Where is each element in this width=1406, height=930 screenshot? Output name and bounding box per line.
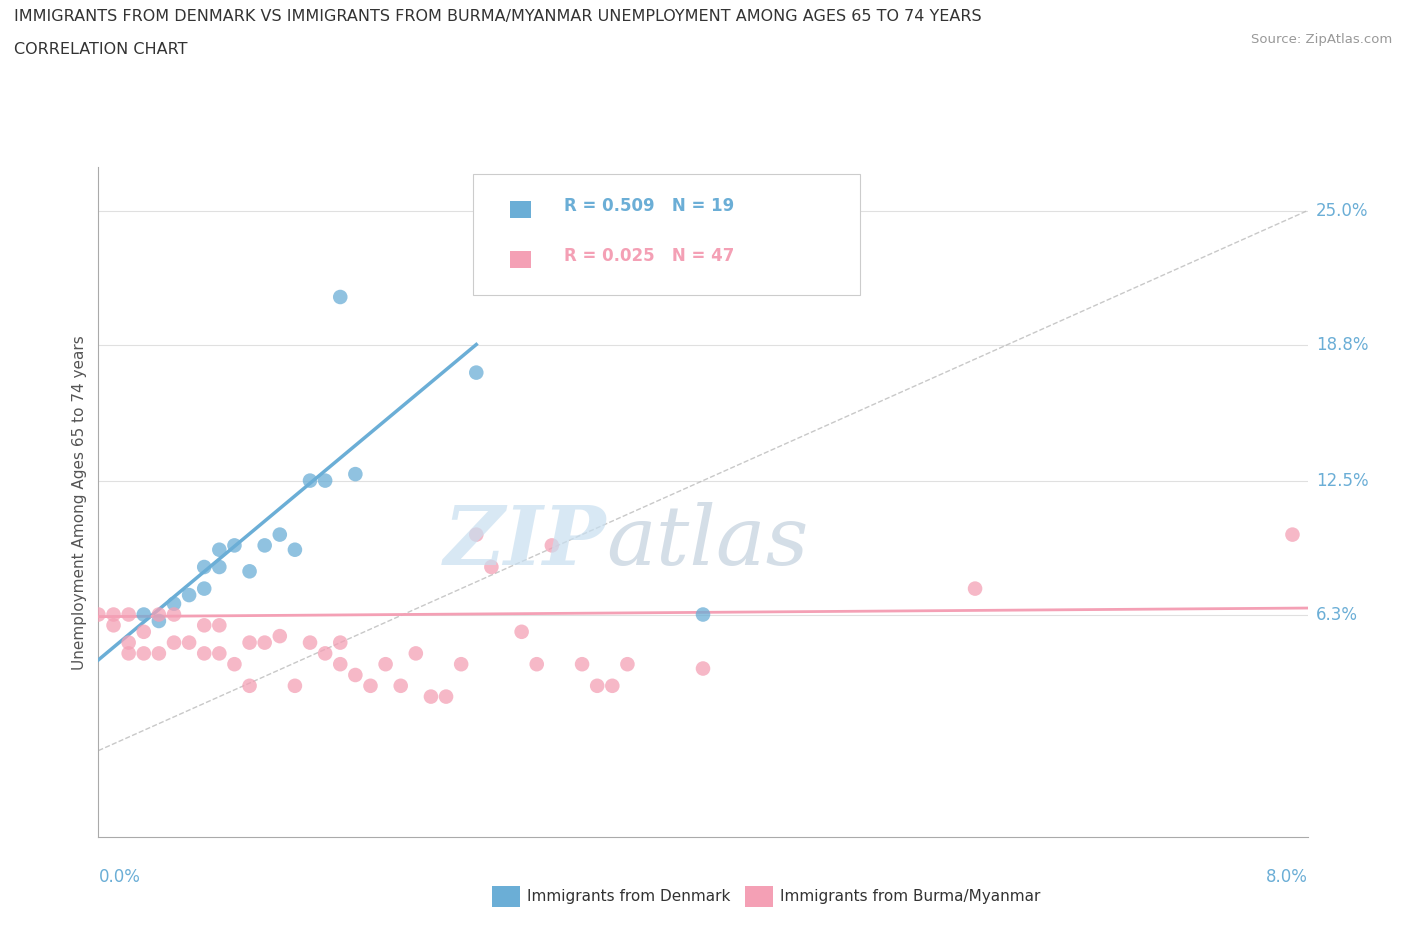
Point (253, 538, 276, 552)
Point (103, 607, 125, 622)
Point (314, 473, 336, 488)
Point (465, 365, 488, 380)
Point (299, 473, 322, 488)
Point (148, 607, 170, 622)
FancyBboxPatch shape (509, 201, 531, 218)
Point (479, 560, 503, 575)
FancyBboxPatch shape (509, 251, 531, 268)
Point (1281, 527, 1303, 542)
Point (344, 467, 367, 482)
FancyBboxPatch shape (474, 174, 860, 295)
Point (465, 527, 488, 542)
Text: R = 0.509   N = 19: R = 0.509 N = 19 (564, 197, 734, 215)
Y-axis label: Unemployment Among Ages 65 to 74 years: Unemployment Among Ages 65 to 74 years (72, 335, 87, 670)
Text: 0.0%: 0.0% (98, 868, 141, 885)
Text: 18.8%: 18.8% (1316, 336, 1368, 353)
Point (359, 678, 381, 693)
Point (616, 657, 638, 671)
Text: Source: ZipAtlas.com: Source: ZipAtlas.com (1251, 33, 1392, 46)
Point (163, 635, 186, 650)
Point (374, 657, 396, 671)
Point (586, 678, 609, 693)
Point (208, 542, 231, 557)
Text: R = 0.025   N = 47: R = 0.025 N = 47 (564, 247, 734, 265)
Text: Immigrants from Denmark: Immigrants from Denmark (527, 889, 731, 904)
Text: 12.5%: 12.5% (1316, 472, 1368, 489)
Text: ZIP: ZIP (444, 502, 606, 582)
Point (179, 588, 201, 603)
Point (179, 635, 201, 650)
Point (224, 657, 246, 671)
Point (208, 618, 231, 632)
Point (329, 657, 352, 671)
Point (284, 678, 307, 693)
Point (208, 560, 231, 575)
Point (224, 538, 246, 552)
Point (132, 607, 155, 622)
Point (329, 289, 352, 304)
Point (239, 678, 262, 693)
Point (118, 635, 141, 650)
Point (132, 624, 155, 639)
Text: Immigrants from Burma/Myanmar: Immigrants from Burma/Myanmar (780, 889, 1040, 904)
Point (239, 635, 262, 650)
Point (419, 689, 441, 704)
Point (269, 629, 291, 644)
Point (163, 607, 186, 622)
Point (692, 661, 714, 676)
Point (87, 607, 110, 622)
Point (526, 657, 548, 671)
Point (132, 646, 155, 661)
Point (434, 689, 457, 704)
Text: atlas: atlas (606, 502, 808, 582)
Point (602, 678, 624, 693)
Point (148, 614, 170, 629)
Text: CORRELATION CHART: CORRELATION CHART (14, 42, 187, 57)
Point (118, 607, 141, 622)
Point (389, 678, 412, 693)
Point (299, 635, 322, 650)
Text: IMMIGRANTS FROM DENMARK VS IMMIGRANTS FROM BURMA/MYANMAR UNEMPLOYMENT AMONG AGES: IMMIGRANTS FROM DENMARK VS IMMIGRANTS FR… (14, 9, 981, 24)
Point (692, 607, 714, 622)
Point (193, 560, 215, 575)
Point (163, 596, 186, 611)
Point (148, 646, 170, 661)
Point (193, 646, 215, 661)
Point (269, 527, 291, 542)
Point (103, 618, 125, 632)
Text: 25.0%: 25.0% (1316, 202, 1368, 219)
Point (118, 646, 141, 661)
Text: 8.0%: 8.0% (1265, 868, 1308, 885)
Point (208, 646, 231, 661)
Point (510, 624, 533, 639)
Point (193, 581, 215, 596)
Point (965, 581, 987, 596)
Point (450, 657, 472, 671)
Point (253, 635, 276, 650)
Point (344, 668, 367, 683)
Point (329, 635, 352, 650)
Point (193, 618, 215, 632)
Text: 6.3%: 6.3% (1316, 605, 1358, 623)
Point (284, 542, 307, 557)
Point (405, 646, 427, 661)
Point (571, 657, 593, 671)
Point (540, 538, 562, 552)
Point (239, 564, 262, 578)
Point (314, 646, 336, 661)
